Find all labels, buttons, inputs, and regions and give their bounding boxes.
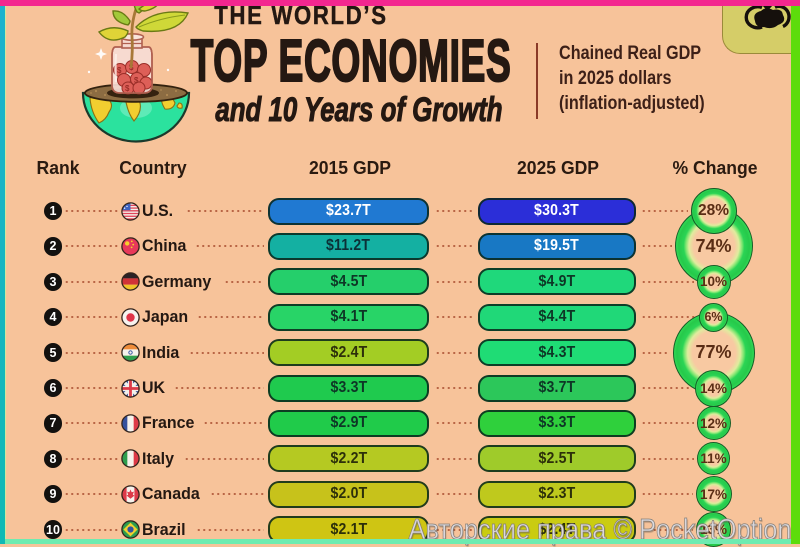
svg-text:$: $ [117,66,122,75]
svg-text:$: $ [125,84,130,93]
svg-text:$: $ [134,76,139,85]
